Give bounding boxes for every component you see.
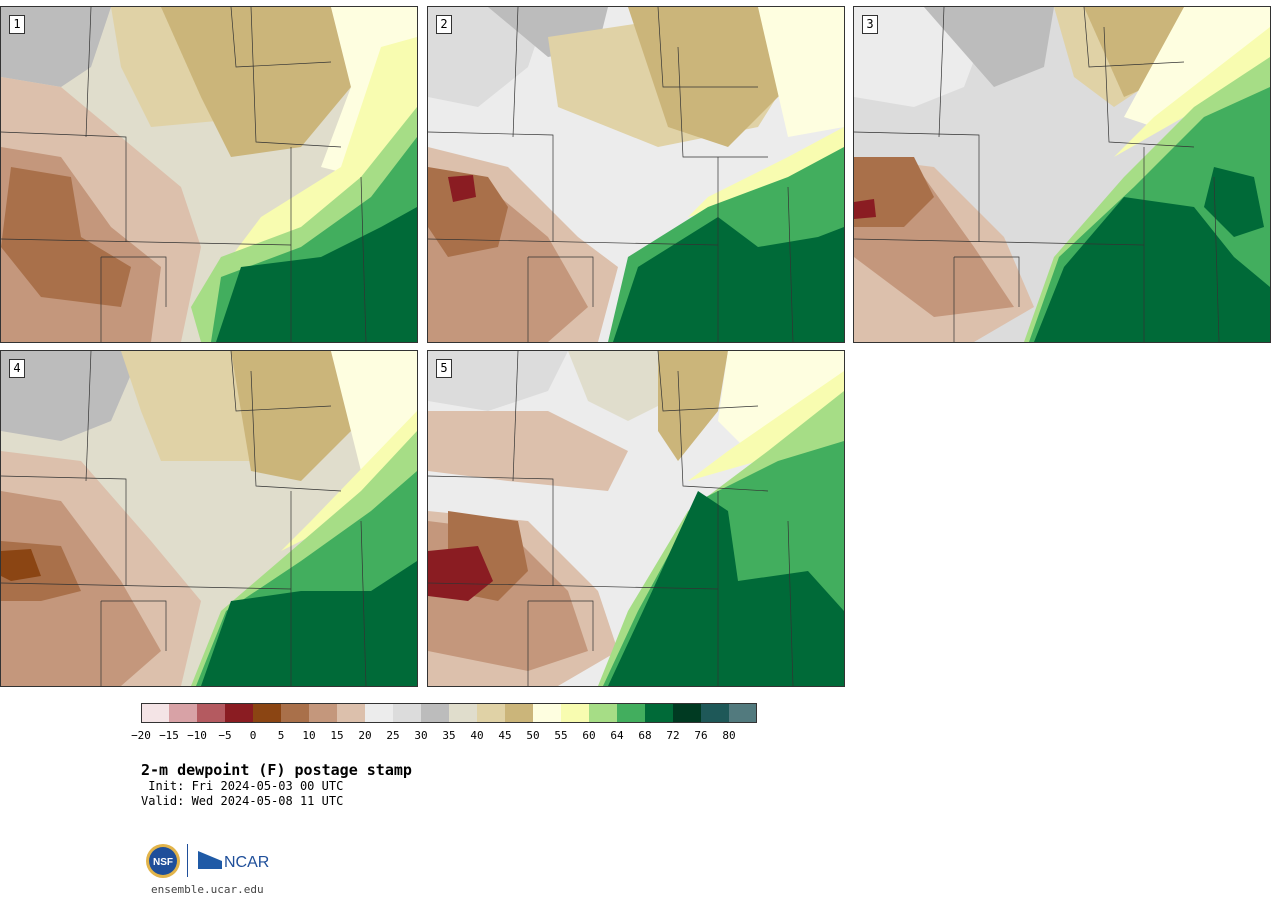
- valid-time: Valid: Wed 2024-05-08 11 UTC: [141, 794, 344, 808]
- colorbar-swatch: [505, 703, 533, 723]
- dewpoint-map-2: [428, 7, 844, 342]
- dewpoint-map-4: [1, 351, 417, 686]
- colorbar-swatch: [169, 703, 197, 723]
- colorbar-swatch: [393, 703, 421, 723]
- stamp-number-1: 1: [9, 15, 25, 34]
- colorbar-tick-label: 80: [722, 729, 736, 742]
- ncar-logo-icon: NCAR: [198, 851, 269, 871]
- colorbar-tick-label: 10: [302, 729, 316, 742]
- colorbar-swatch: [673, 703, 701, 723]
- dewpoint-map-5: [428, 351, 844, 686]
- stamp-number-3: 3: [862, 15, 878, 34]
- colorbar-swatch: [589, 703, 617, 723]
- colorbar-swatch: [449, 703, 477, 723]
- colorbar-swatch: [421, 703, 449, 723]
- colorbar-tick-label: 55: [554, 729, 568, 742]
- colorbar-swatch: [141, 703, 169, 723]
- stamp-number-2: 2: [436, 15, 452, 34]
- init-time: Init: Fri 2024-05-03 00 UTC: [141, 779, 344, 793]
- nsf-logo-icon: NSF: [146, 844, 180, 878]
- colorbar-tick-label: 25: [386, 729, 400, 742]
- colorbar-tick-label: 68: [638, 729, 652, 742]
- colorbar-swatch: [225, 703, 253, 723]
- colorbar-swatch: [365, 703, 393, 723]
- colorbar-tick-label: 45: [498, 729, 512, 742]
- site-url: ensemble.ucar.edu: [151, 883, 264, 896]
- colorbar-swatch: [561, 703, 589, 723]
- colorbar-swatch: [729, 703, 757, 723]
- colorbar-tick-label: 64: [610, 729, 624, 742]
- colorbar-tick-label: 35: [442, 729, 456, 742]
- colorbar-tick-label: 76: [694, 729, 708, 742]
- colorbar-tick-label: 15: [330, 729, 344, 742]
- colorbar-swatch: [337, 703, 365, 723]
- dewpoint-map-3: [854, 7, 1270, 342]
- colorbar-tick-label: 50: [526, 729, 540, 742]
- stamp-panel-2: 2: [427, 6, 845, 343]
- colorbar-swatch: [645, 703, 673, 723]
- ncar-logo-text: NCAR: [224, 854, 269, 871]
- colorbar-swatch: [617, 703, 645, 723]
- stamp-panel-4: 4: [0, 350, 418, 687]
- colorbar-border: [141, 703, 757, 723]
- stamp-panel-3: 3: [853, 6, 1271, 343]
- nsf-logo-text: NSF: [153, 857, 173, 868]
- colorbar-tick-label: 30: [414, 729, 428, 742]
- colorbar-swatch: [281, 703, 309, 723]
- colorbar-swatch: [309, 703, 337, 723]
- colorbar-tick-label: −5: [218, 729, 232, 742]
- colorbar-swatch: [701, 703, 729, 723]
- colorbar-swatch: [477, 703, 505, 723]
- colorbar-swatch: [253, 703, 281, 723]
- dewpoint-colorbar: [141, 703, 757, 723]
- colorbar-swatch: [533, 703, 561, 723]
- chart-title: 2-m dewpoint (F) postage stamp: [141, 761, 412, 779]
- colorbar-tick-label: 5: [277, 729, 285, 742]
- stamp-number-5: 5: [436, 359, 452, 378]
- colorbar-tick-label: 60: [582, 729, 596, 742]
- colorbar-tick-label: 40: [470, 729, 484, 742]
- colorbar-tick-label: −15: [159, 729, 179, 742]
- colorbar-tick-label: −20: [131, 729, 151, 742]
- stamp-panel-1: 1: [0, 6, 418, 343]
- dewpoint-map-1: [1, 7, 417, 342]
- logo-divider: [187, 844, 188, 877]
- colorbar-tick-label: −10: [187, 729, 207, 742]
- colorbar-tick-label: 20: [358, 729, 372, 742]
- stamp-panel-5: 5: [427, 350, 845, 687]
- colorbar-tick-label: 72: [666, 729, 680, 742]
- stamp-number-4: 4: [9, 359, 25, 378]
- colorbar-tick-label: 0: [249, 729, 257, 742]
- colorbar-swatch: [197, 703, 225, 723]
